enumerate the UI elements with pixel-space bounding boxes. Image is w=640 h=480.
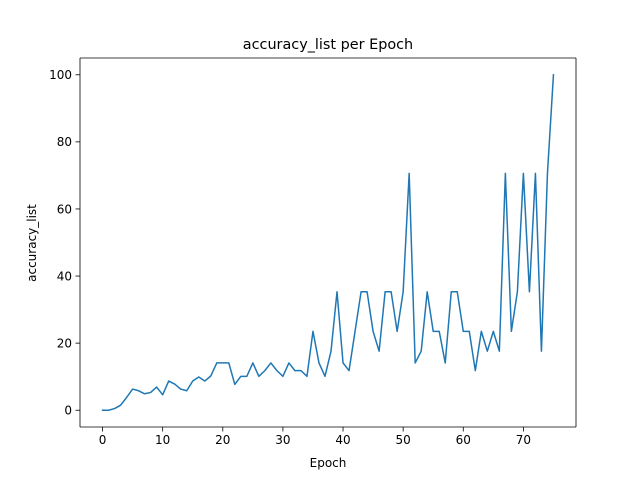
y-tick-label: 100 [49, 68, 72, 82]
y-tick-label: 0 [64, 404, 72, 418]
x-tick-label: 40 [335, 433, 350, 447]
x-tick-label: 20 [215, 433, 230, 447]
x-tick-label: 50 [396, 433, 411, 447]
y-tick-label: 40 [57, 269, 72, 283]
x-tick-label: 30 [275, 433, 290, 447]
x-tick-label: 0 [99, 433, 107, 447]
y-tick-label: 20 [57, 336, 72, 350]
x-tick-label: 60 [456, 433, 471, 447]
y-tick-label: 80 [57, 135, 72, 149]
plot-area: 0 10 20 30 40 50 60 70 0 20 40 60 80 100 [49, 57, 577, 447]
series-line-0 [101, 73, 555, 411]
y-axis-label: accuracy_list [25, 204, 39, 282]
x-tick-label: 10 [155, 433, 170, 447]
y-tick-label: 60 [57, 202, 72, 216]
chart-title: accuracy_list per Epoch [243, 37, 413, 53]
x-axis-label: Epoch [310, 456, 347, 470]
x-tick-label: 70 [516, 433, 531, 447]
